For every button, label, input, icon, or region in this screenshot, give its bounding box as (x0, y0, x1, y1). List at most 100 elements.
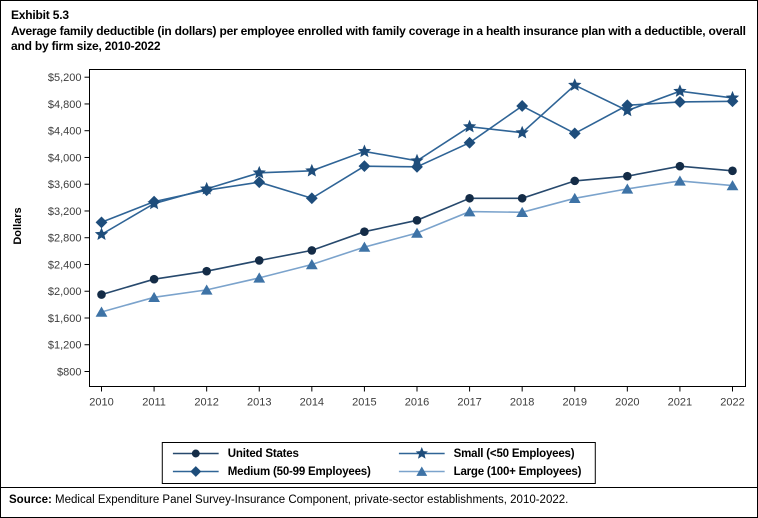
y-tick-label: $3,600 (48, 179, 82, 191)
legend-item-medium-50-99-employees: Medium (50-99 Employees) (172, 464, 371, 479)
legend-marker-small-50-employees-icon (398, 447, 445, 459)
data-point-small-50-employees (725, 90, 740, 104)
data-point-united-states (570, 176, 580, 186)
data-point-united-states (149, 274, 159, 284)
y-tick-label: $2,000 (48, 286, 82, 298)
legend-item-large-100-employees: Large (100+ Employees) (398, 464, 582, 479)
data-point-small-50-employees (515, 125, 529, 139)
data-point-united-states (675, 161, 685, 171)
source-note: Source: Medical Expenditure Panel Survey… (9, 494, 568, 506)
legend-marker-united-states (191, 449, 200, 458)
data-point-united-states (412, 216, 422, 225)
x-tick-label: 2013 (247, 397, 271, 409)
legend-marker-large-100-employees-icon (398, 466, 445, 476)
page-title: Average family deductible (in dollars) p… (11, 24, 746, 53)
data-point-small-50-employees (620, 103, 634, 117)
data-point-small-50-employees (673, 84, 687, 97)
y-tick-label: $1,200 (48, 340, 82, 352)
data-point-large-100-employees (358, 241, 371, 252)
x-tick-label: 2018 (510, 397, 534, 409)
data-point-medium-50-99-employees (411, 160, 423, 173)
y-tick-label: $4,400 (48, 126, 82, 138)
data-point-small-50-employees (147, 196, 161, 210)
source-text: Medical Expenditure Panel Survey-Insuran… (55, 494, 569, 506)
x-tick-label: 2021 (668, 397, 692, 409)
data-point-small-50-employees (462, 119, 477, 133)
data-point-united-states (623, 171, 632, 181)
legend-marker-medium-50-99-employees-icon (172, 466, 219, 477)
series-markers-small-50-employees (94, 78, 740, 241)
series-markers-large-100-employees (95, 175, 739, 317)
y-tick-label: $2,400 (48, 259, 82, 271)
y-tick-label: $3,200 (48, 206, 82, 218)
data-point-large-100-employees (621, 183, 634, 194)
y-tick-label: $5,200 (48, 72, 82, 84)
legend-item-united-states: United States (172, 446, 371, 461)
legend-marker-large-100-employees (416, 466, 428, 476)
data-point-large-100-employees (516, 206, 529, 218)
legend: United States Medium (50-99 Employees) Sma… (161, 442, 597, 484)
y-tick-label: $800 (57, 366, 81, 378)
data-point-large-100-employees (253, 272, 266, 283)
data-point-united-states (728, 166, 737, 176)
data-point-large-100-employees (674, 175, 686, 186)
x-tick-label: 2019 (563, 397, 587, 409)
data-point-small-50-employees (252, 165, 266, 179)
data-point-medium-50-99-employees (674, 96, 686, 108)
data-point-medium-50-99-employees (95, 216, 108, 229)
y-tick-label: $4,800 (48, 99, 82, 111)
exhibit-label: Exhibit 5.3 (11, 8, 69, 22)
data-point-united-states (465, 193, 474, 203)
data-point-medium-50-99-employees (516, 100, 529, 112)
data-point-large-100-employees (148, 291, 160, 302)
data-point-united-states (517, 193, 527, 203)
data-point-small-50-employees (94, 227, 109, 241)
y-tick-label: $1,600 (48, 313, 82, 325)
legend-item-label: Small (<50 Employees) (453, 447, 575, 460)
line-chart: $800 $1,200 $1,600 $2,000 $2,400 $2,800 $3,200… (48, 69, 746, 409)
data-point-medium-50-99-employees (358, 160, 371, 173)
x-tick-label: 2012 (194, 397, 218, 409)
divider (1, 487, 757, 488)
data-point-medium-50-99-employees (463, 136, 476, 149)
data-point-united-states (307, 246, 317, 255)
x-tick-label: 2022 (720, 397, 744, 409)
data-point-united-states (360, 227, 369, 237)
data-point-small-50-employees (410, 153, 424, 167)
legend-item-label: United States (227, 447, 299, 460)
data-point-united-states (97, 290, 106, 299)
data-point-united-states (254, 256, 264, 265)
x-tick-label: 2015 (352, 397, 376, 409)
x-tick-label: 2016 (405, 397, 429, 409)
legend-item-label: Large (100+ Employees) (453, 465, 582, 478)
data-point-large-100-employees (568, 192, 581, 203)
x-tick-label: 2017 (457, 397, 481, 409)
data-point-united-states (202, 266, 211, 276)
legend-marker-small-50-employees (415, 447, 428, 459)
source-label: Source: (9, 494, 52, 506)
header: Exhibit 5.3 Average family deductible (i… (11, 8, 751, 54)
y-tick-label: $4,000 (48, 152, 82, 164)
data-point-medium-50-99-employees (253, 176, 266, 189)
data-point-medium-50-99-employees (568, 127, 581, 140)
y-tick-label: $2,800 (48, 233, 82, 245)
data-point-large-100-employees (411, 227, 423, 238)
legend-item-small-50-employees: Small (<50 Employees) (398, 446, 582, 461)
data-point-medium-50-99-employees (305, 192, 318, 205)
data-point-small-50-employees (357, 144, 372, 158)
x-tick-label: 2014 (300, 397, 324, 409)
data-point-large-100-employees (305, 259, 318, 270)
x-tick-label: 2011 (142, 397, 166, 409)
data-point-small-50-employees (568, 78, 582, 91)
x-tick-label: 2010 (89, 397, 113, 409)
data-point-large-100-employees (200, 284, 213, 295)
series-markers-united-states (97, 161, 737, 299)
series-line-large-100-employees (101, 180, 733, 313)
plot-frame (89, 69, 746, 387)
data-point-large-100-employees (463, 206, 476, 217)
legend-item-label: Medium (50-99 Employees) (227, 465, 371, 478)
y-axis-label: Dollars (12, 207, 24, 245)
legend-marker-medium-50-99-employees (190, 466, 202, 477)
data-point-small-50-employees (200, 181, 214, 195)
